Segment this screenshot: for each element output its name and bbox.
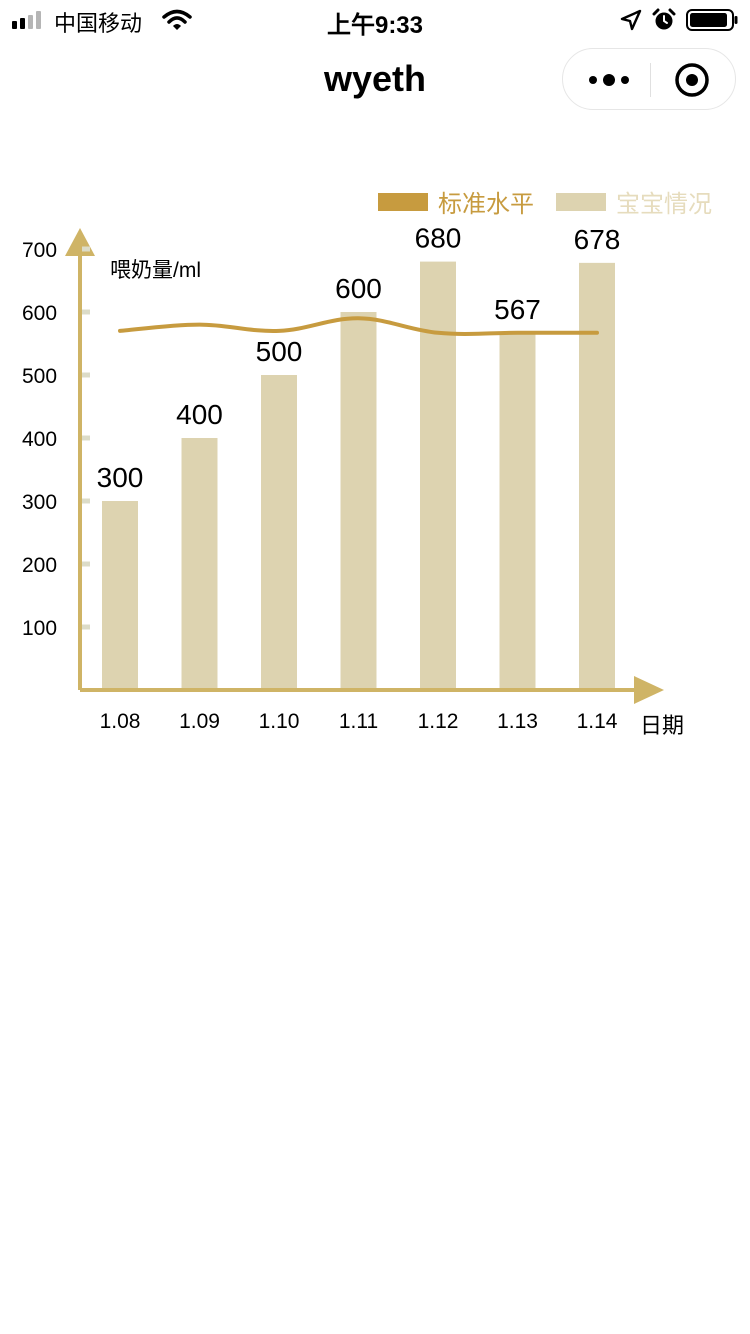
x-axis-arrow: [634, 676, 664, 704]
y-tick-mark: [82, 435, 90, 441]
legend-swatch-baby: [556, 192, 606, 211]
y-tick-label: 300: [22, 491, 57, 514]
y-tick-label: 100: [22, 617, 57, 640]
chart-bar: [420, 261, 456, 688]
more-options-icon[interactable]: [581, 65, 637, 95]
y-tick-label: 600: [22, 302, 57, 325]
legend-label-baby: 宝宝情况: [616, 191, 712, 218]
bar-value-label: 300: [97, 462, 144, 493]
y-tick-label: 500: [22, 365, 57, 388]
y-tick-mark: [82, 624, 90, 630]
close-mini-program-icon[interactable]: [673, 61, 711, 99]
x-tick-label: 1.14: [577, 710, 618, 733]
bar-value-label: 678: [574, 224, 621, 255]
bar-value-label: 680: [415, 223, 462, 254]
battery-icon: [686, 9, 738, 31]
chart-bar: [261, 375, 297, 688]
mini-program-capsule: [562, 48, 736, 110]
chart-bar: [181, 438, 218, 688]
bar-value-label: 400: [176, 399, 223, 430]
carrier-name: 中国移动: [54, 11, 143, 36]
y-tick-label: 400: [22, 428, 57, 451]
x-tick-label: 1.12: [418, 710, 459, 733]
wifi-icon: [162, 9, 192, 30]
standard-level-line: [118, 316, 599, 336]
x-axis-title: 日期: [640, 713, 685, 738]
feeding-chart: 100 200 300 400 500 600 700 300 1.08 400 1.09 500 1.…: [0, 160, 750, 760]
bar-value-label: 567: [494, 294, 541, 325]
location-arrow-icon: [620, 9, 642, 31]
x-tick-label: 1.08: [100, 710, 141, 733]
y-tick-mark: [82, 498, 90, 504]
y-axis-title: 喂奶量/ml: [110, 259, 201, 282]
y-tick-mark: [82, 372, 90, 378]
legend-label-standard: 标准水平: [438, 191, 534, 218]
y-axis-arrow: [65, 228, 95, 256]
y-tick-label: 700: [22, 239, 57, 262]
status-time: 上午9:33: [326, 12, 424, 39]
chart-bar: [579, 262, 615, 688]
chart-legend: 标准水平 宝宝情况: [378, 184, 712, 219]
x-tick-label: 1.11: [339, 710, 378, 733]
status-bar: 中国移动 上午9:33: [0, 0, 750, 40]
signal-icon: [12, 11, 41, 29]
x-tick-label: 1.10: [259, 710, 300, 733]
alarm-clock-icon: [652, 8, 676, 30]
chart-bar: [340, 312, 377, 688]
chart-canvas: 100 200 300 400 500 600 700 300 1.08 400 1.09 500 1.…: [22, 223, 664, 733]
page-title: wyeth: [323, 58, 427, 99]
chart-bar: [102, 501, 138, 688]
y-tick-mark: [82, 246, 90, 252]
bar-value-label: 600: [335, 273, 382, 304]
x-tick-label: 1.13: [497, 710, 538, 733]
y-tick-label: 200: [22, 554, 57, 577]
legend-swatch-standard: [378, 192, 428, 211]
x-tick-label: 1.09: [179, 710, 220, 733]
y-tick-mark: [82, 309, 90, 315]
bar-value-label: 500: [256, 336, 303, 367]
capsule-divider: [650, 63, 651, 97]
chart-bar: [499, 332, 536, 688]
y-tick-mark: [82, 561, 90, 567]
